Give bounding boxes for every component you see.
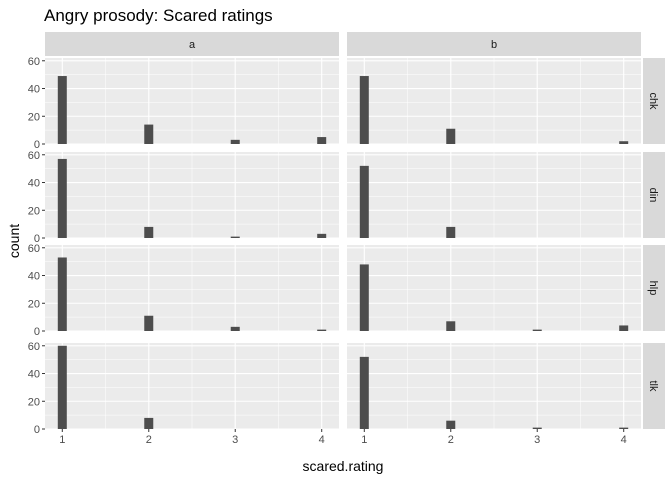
facet-strip-din (643, 152, 665, 238)
y-tick-label: 40 (28, 369, 40, 381)
x-tick-label: 1 (59, 434, 65, 446)
facet-strip-chk (643, 58, 665, 144)
y-tick-label: 0 (34, 139, 40, 151)
bar-b-din-2 (446, 226, 456, 238)
y-tick-label: 20 (28, 396, 40, 408)
bar-a-tlk-2 (144, 417, 154, 429)
bar-b-tlk-1 (359, 356, 369, 429)
x-tick-label: 2 (146, 434, 152, 446)
bar-b-tlk-3 (532, 427, 542, 429)
bar-a-hlp-4 (317, 329, 327, 331)
chart-title: Angry prosody: Scared ratings (44, 6, 273, 25)
x-tick-label: 3 (534, 434, 540, 446)
bar-b-chk-2 (446, 128, 456, 144)
bar-b-hlp-3 (532, 329, 542, 331)
bar-b-hlp-4 (619, 325, 629, 331)
y-tick-label: 40 (28, 178, 40, 190)
y-axis-title: count (6, 224, 22, 258)
bar-b-hlp-2 (446, 321, 456, 331)
bar-b-tlk-4 (619, 427, 629, 429)
bar-a-hlp-2 (144, 315, 154, 331)
facet-strip-tlk (643, 343, 665, 429)
facet-strip-b (347, 32, 641, 56)
y-tick-label: 40 (28, 84, 40, 96)
facet-strip-label-b: b (491, 39, 497, 51)
bar-a-tlk-1 (57, 345, 67, 429)
bar-a-din-1 (57, 158, 67, 238)
bar-a-chk-3 (230, 139, 240, 144)
bar-a-din-3 (230, 236, 240, 238)
bar-b-tlk-2 (446, 420, 456, 429)
y-tick-label: 20 (28, 298, 40, 310)
facet-strip-label-tlk: tlk (647, 381, 659, 393)
bar-b-chk-4 (619, 141, 629, 144)
bar-b-chk-1 (359, 76, 369, 144)
y-tick-label: 0 (34, 326, 40, 338)
facet-strip-label-a: a (189, 39, 196, 51)
x-axis-title: scared.rating (303, 458, 384, 474)
bar-a-chk-1 (57, 76, 67, 144)
y-tick-label: 20 (28, 205, 40, 217)
x-tick-label: 1 (361, 434, 367, 446)
y-tick-label: 60 (28, 341, 40, 353)
x-tick-label: 4 (319, 434, 325, 446)
facet-strip-a (45, 32, 339, 56)
bar-a-chk-4 (317, 137, 327, 144)
bar-b-din-1 (359, 165, 369, 238)
y-tick-label: 0 (34, 424, 40, 436)
x-tick-label: 3 (232, 434, 238, 446)
bar-a-din-2 (144, 226, 154, 238)
y-tick-label: 60 (28, 243, 40, 255)
bar-a-chk-2 (144, 124, 154, 144)
y-tick-label: 60 (28, 56, 40, 68)
y-tick-label: 20 (28, 111, 40, 123)
facet-strip-label-hlp: hlp (647, 281, 659, 296)
facet-strip-label-chk: chk (647, 92, 659, 110)
bar-a-hlp-1 (57, 257, 67, 331)
facet-strip-label-din: din (647, 188, 659, 203)
bar-a-hlp-3 (230, 326, 240, 331)
x-tick-label: 4 (621, 434, 627, 446)
x-tick-label: 2 (448, 434, 454, 446)
y-tick-label: 60 (28, 150, 40, 162)
facet-strip-hlp (643, 245, 665, 331)
facet-panels: a bchkdinhlptlk02040600204060020406002040… (28, 32, 665, 446)
y-tick-label: 0 (34, 233, 40, 245)
bar-a-din-4 (317, 233, 327, 238)
y-tick-label: 40 (28, 271, 40, 283)
bar-b-hlp-1 (359, 264, 369, 331)
